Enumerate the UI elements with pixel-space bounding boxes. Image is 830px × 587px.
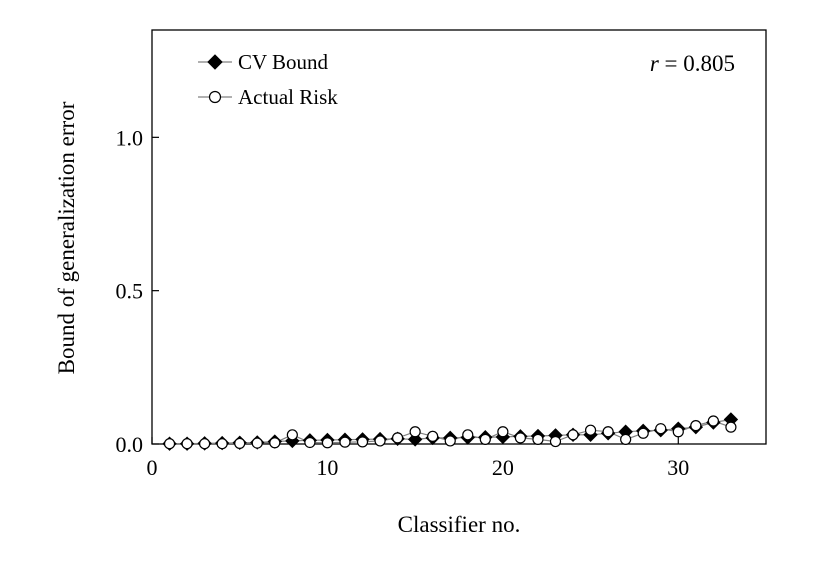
data-point-actual-risk — [199, 438, 211, 450]
data-point-actual-risk — [339, 436, 351, 448]
data-point-actual-risk — [163, 438, 176, 450]
data-point-actual-risk — [602, 426, 614, 438]
data-point-actual-risk — [462, 429, 474, 441]
data-point-actual-risk — [707, 415, 719, 427]
legend-label-cv-bound: CV Bound — [238, 50, 329, 74]
data-point-actual-risk — [725, 421, 737, 433]
data-point-actual-risk — [655, 423, 667, 435]
data-point-actual-risk — [479, 433, 491, 445]
data-point-cv-bound — [285, 433, 300, 449]
y-tick-label: 1.0 — [116, 125, 144, 150]
data-point-actual-risk — [216, 438, 228, 450]
legend-item-actual-risk: Actual Risk — [198, 85, 338, 109]
legend: CV Bound Actual Risk — [198, 50, 338, 109]
y-axis-label: Bound of generalization error — [54, 101, 79, 374]
data-point-actual-risk — [321, 437, 334, 449]
data-point-actual-risk — [356, 436, 369, 448]
data-point-actual-risk — [532, 433, 544, 445]
legend-label-actual-risk: Actual Risk — [238, 85, 338, 109]
x-axis-ticks: 0 10 20 30 — [147, 437, 689, 480]
data-point-actual-risk — [620, 433, 632, 445]
data-point-actual-risk — [637, 427, 649, 439]
data-point-actual-risk — [514, 432, 527, 444]
data-point-actual-risk — [427, 430, 439, 442]
x-tick-label: 20 — [492, 455, 514, 480]
correlation-value: = 0.805 — [659, 51, 735, 76]
correlation-symbol: r — [650, 51, 660, 76]
correlation-annotation: r = 0.805 — [650, 51, 735, 76]
y-tick-label: 0.5 — [116, 279, 144, 304]
data-point-actual-risk — [251, 437, 263, 449]
data-point-actual-risk — [444, 435, 456, 447]
plot-area-frame — [151, 29, 767, 445]
data-point-actual-risk — [409, 426, 421, 438]
data-point-actual-risk — [234, 437, 246, 449]
data-point-actual-risk — [672, 426, 684, 438]
data-point-actual-risk — [374, 435, 386, 447]
data-point-actual-risk — [497, 426, 509, 438]
x-axis-label: Classifier no. — [398, 512, 521, 537]
x-tick-label: 0 — [147, 455, 158, 480]
data-point-actual-risk — [286, 429, 298, 441]
legend-item-cv-bound: CV Bound — [198, 50, 329, 74]
y-tick-label: 0.0 — [116, 432, 144, 457]
data-point-actual-risk — [690, 420, 702, 432]
data-point-actual-risk — [181, 438, 193, 450]
data-point-actual-risk — [392, 432, 404, 444]
data-point-actual-risk — [567, 429, 579, 441]
legend-diamond-marker — [207, 54, 223, 70]
x-tick-label: 30 — [667, 455, 689, 480]
data-point-actual-risk — [584, 424, 597, 436]
data-point-actual-risk — [269, 437, 281, 449]
legend-circle-marker — [208, 90, 222, 104]
series-layer — [162, 412, 739, 451]
data-point-actual-risk — [549, 435, 562, 448]
x-tick-label: 10 — [316, 455, 338, 480]
y-axis-ticks: 0.0 0.5 1.0 — [116, 125, 159, 457]
data-point-actual-risk — [304, 436, 316, 449]
